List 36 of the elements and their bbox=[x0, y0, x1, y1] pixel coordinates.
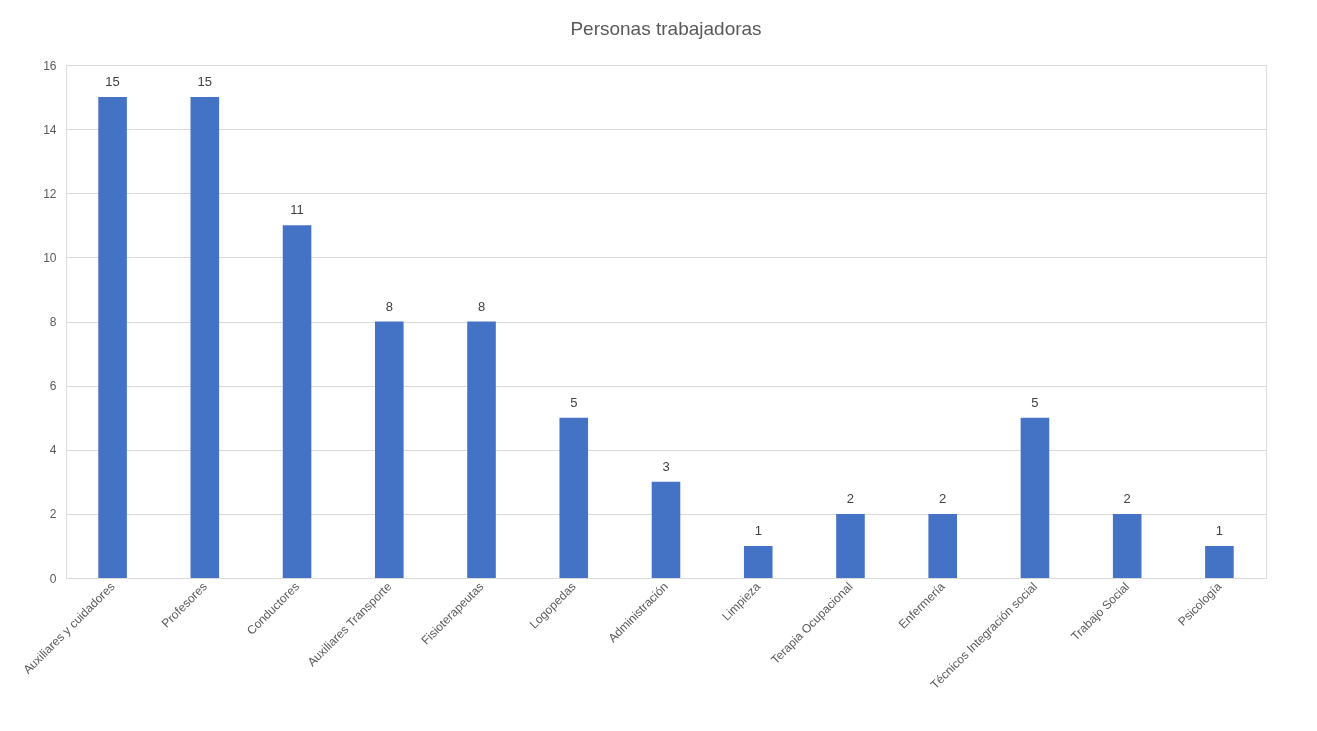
y-tick-label: 14 bbox=[43, 122, 57, 137]
data-label: 15 bbox=[197, 74, 213, 90]
y-tick-label: 8 bbox=[49, 315, 57, 329]
bar bbox=[467, 321, 496, 578]
bar bbox=[1020, 417, 1050, 578]
data-label: 3 bbox=[662, 458, 670, 474]
bar bbox=[374, 321, 404, 578]
y-tick-label: 16 bbox=[43, 58, 57, 73]
bar bbox=[743, 545, 773, 578]
bar bbox=[190, 97, 220, 578]
bar bbox=[98, 97, 127, 578]
data-label: 8 bbox=[477, 298, 486, 314]
y-tick-label: 4 bbox=[49, 443, 57, 458]
data-label: 8 bbox=[385, 298, 393, 314]
bar bbox=[1112, 513, 1142, 578]
y-tick-label: 10 bbox=[43, 250, 57, 265]
data-label: 2 bbox=[846, 490, 855, 506]
bar bbox=[651, 481, 681, 578]
y-tick-label: 2 bbox=[49, 507, 57, 522]
data-label: 2 bbox=[939, 490, 947, 506]
y-tick-label: 6 bbox=[49, 379, 57, 394]
chart-title: Personas trabajadoras bbox=[570, 18, 762, 39]
data-label: 5 bbox=[1031, 394, 1039, 410]
bar bbox=[928, 513, 958, 578]
data-label: 15 bbox=[105, 74, 120, 90]
data-label: 1 bbox=[1215, 522, 1224, 538]
data-label: 1 bbox=[754, 522, 762, 538]
y-tick-label: 0 bbox=[49, 571, 57, 586]
data-label: 11 bbox=[290, 202, 304, 218]
bar bbox=[1205, 545, 1234, 578]
bar bbox=[559, 417, 589, 578]
data-label: 5 bbox=[570, 394, 578, 410]
data-label: 2 bbox=[1123, 490, 1131, 506]
bar bbox=[282, 225, 312, 578]
y-tick-label: 12 bbox=[43, 186, 57, 201]
bar bbox=[836, 513, 865, 578]
